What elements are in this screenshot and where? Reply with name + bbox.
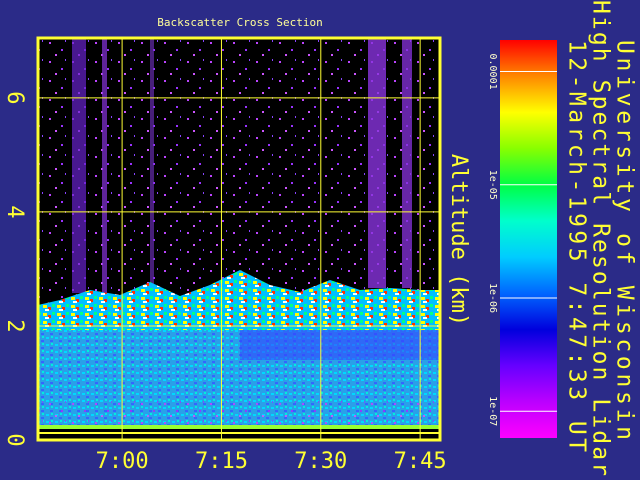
y-tick-label: 4 — [2, 205, 27, 218]
colorbar-tick-label: 0.0001 — [487, 53, 498, 89]
x-tick-label: 7:00 — [96, 449, 149, 474]
chart-title: Backscatter Cross Section — [157, 16, 323, 29]
backscatter-image — [38, 38, 440, 440]
x-tick-label: 7:15 — [195, 449, 248, 474]
colorbar — [500, 40, 557, 438]
x-tick-label: 7:30 — [294, 449, 347, 474]
header-line: 12-March-1995 7:47:33 UT — [564, 40, 590, 452]
colorbar-tick-label: 1e-06 — [487, 283, 498, 313]
colorbar-tick-label: 1e-07 — [487, 396, 498, 426]
y-tick-label: 6 — [2, 91, 27, 104]
colorbar-tick-label: 1e-05 — [487, 170, 498, 200]
y-tick-label: 2 — [2, 319, 27, 332]
header-line: University of Wisconsin — [612, 40, 638, 440]
y-axis-label: Altitude (km) — [446, 154, 471, 326]
plot-frame — [36, 36, 442, 442]
x-tick-label: 7:45 — [394, 449, 447, 474]
header-line: High Spectral Resolution Lidar — [588, 0, 614, 476]
y-tick-label: 0 — [2, 433, 27, 446]
